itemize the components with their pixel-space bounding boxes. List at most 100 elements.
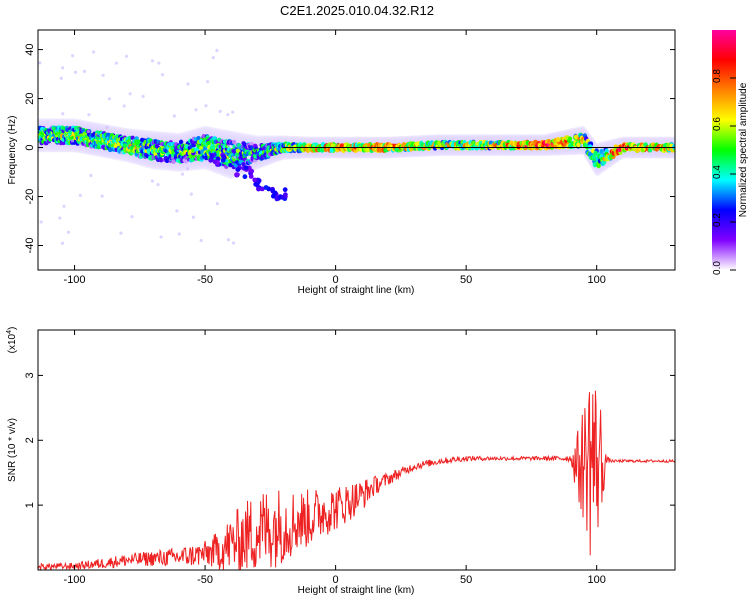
spectrogram-cell xyxy=(599,148,604,155)
spectrogram-speckle xyxy=(170,156,174,160)
spectrogram-speckle xyxy=(211,55,215,60)
spectrogram-speckle xyxy=(128,92,132,96)
spectrogram-cell xyxy=(256,178,262,184)
spectrogram-cell xyxy=(183,159,189,164)
spectrogram-cell xyxy=(567,136,573,142)
spectrogram-cell xyxy=(221,153,227,159)
snr-panel: -100 -50 0 50 100 1 2 3 Height of straight line… xyxy=(6,327,676,596)
x-tick-label: -100 xyxy=(64,274,86,286)
x-tick-label: 50 xyxy=(460,574,472,586)
colorbar-tick-label: 0.0 xyxy=(712,261,723,275)
spectrogram-cell xyxy=(263,185,269,190)
spectrogram-speckle xyxy=(231,110,235,114)
spectrogram-speckle xyxy=(60,241,65,245)
spectrogram-cell xyxy=(593,150,598,156)
spectrogram-speckle xyxy=(82,69,87,73)
spectrogram-speckle xyxy=(78,143,82,147)
x-axis-label-bottom: Height of straight line (km) xyxy=(298,585,415,596)
spectrogram-speckle xyxy=(130,215,134,219)
spectrogram-speckle xyxy=(233,155,237,160)
plot-frame-top xyxy=(37,29,676,271)
spectrogram-cell xyxy=(555,136,561,143)
y-tick-label: 2 xyxy=(24,437,36,443)
spectrogram-speckle xyxy=(87,113,91,117)
spectrogram-speckle xyxy=(199,238,203,243)
spectrogram-speckle xyxy=(62,204,66,208)
spectrogram-cell xyxy=(282,192,288,198)
spectrogram-speckle xyxy=(59,76,63,80)
colorbar-ticks: 0.0 0.2 0.4 0.6 0.8 xyxy=(712,69,736,275)
spectrogram-speckle xyxy=(86,129,91,134)
x-tick-label: 0 xyxy=(333,574,339,586)
x-tick-label: 0 xyxy=(333,274,339,286)
spectrogram-speckle xyxy=(150,59,155,63)
spectrogram-cell xyxy=(136,140,142,145)
spectrogram-cell xyxy=(546,138,551,145)
spectrogram-cell xyxy=(272,190,278,196)
spectrogram-speckle xyxy=(38,61,42,65)
spectrogram-speckle xyxy=(226,144,231,148)
spectrogram-speckle xyxy=(119,151,123,155)
spectrogram-cell xyxy=(238,159,243,164)
spectrogram-cell xyxy=(116,142,121,147)
x-tick-label: -50 xyxy=(197,574,213,586)
spectrogram-speckle xyxy=(119,231,123,235)
spectrogram-speckle xyxy=(61,66,65,70)
spectrogram-cell xyxy=(249,168,255,174)
x-tick-label: 50 xyxy=(460,274,472,286)
spectrogram-cell xyxy=(242,142,247,147)
spectrogram-heatmap xyxy=(38,48,675,245)
y-scale-factor: (x104) xyxy=(6,327,18,354)
axis-ticks-top: -100 -50 0 50 100 40 20 0 -20 -40 xyxy=(24,30,675,286)
spectrogram-speckle xyxy=(205,80,210,84)
colorbar-tick-label: 0.2 xyxy=(712,213,723,227)
spectrogram-cell xyxy=(199,145,204,151)
spectrogram-speckle xyxy=(185,167,190,171)
y-tick-label: 40 xyxy=(24,43,36,55)
spectrogram-cell xyxy=(220,157,226,163)
spectrogram-speckle xyxy=(105,125,109,130)
spectrogram-cell xyxy=(235,172,240,178)
spectrogram-speckle xyxy=(231,241,236,245)
spectrogram-speckle xyxy=(177,232,181,236)
spectrogram-cell xyxy=(158,157,164,163)
spectrogram-speckle xyxy=(215,201,219,206)
spectrogram-cell xyxy=(178,139,184,145)
spectrogram-cell xyxy=(573,134,579,140)
spectrogram-speckle xyxy=(71,54,75,58)
y-axis-label-top: Frequency (Hz) xyxy=(7,116,18,185)
x-tick-label: -50 xyxy=(197,274,213,286)
colorbar-tick-label: 0.6 xyxy=(712,117,723,131)
spectrogram-speckle xyxy=(61,112,65,116)
colorbar-label: Normalized spectral amplitude xyxy=(738,82,749,217)
spectrogram-speckle xyxy=(39,220,43,224)
spectrogram-speckle xyxy=(70,139,75,143)
x-axis-label-top: Height of straight line (km) xyxy=(298,285,415,296)
spectrogram-cell xyxy=(235,167,241,172)
spectrogram-cell xyxy=(248,174,254,179)
spectrogram-cell xyxy=(576,142,581,148)
spectrogram-cell xyxy=(274,196,280,202)
spectrogram-speckle xyxy=(124,54,129,58)
spectrogram-speckle xyxy=(78,193,82,197)
spectrogram-panel: -100 -50 0 50 100 40 20 0 -20 -40 Height of strai… xyxy=(7,29,676,296)
y-tick-label: 1 xyxy=(24,502,36,508)
spectrogram-cell xyxy=(235,148,241,154)
y-tick-label: 0 xyxy=(24,144,36,150)
spectrogram-speckle xyxy=(141,94,145,98)
spectrogram-cell xyxy=(209,153,215,159)
spectrogram-cell xyxy=(134,136,139,141)
chart-title: C2E1.2025.010.04.32.R12 xyxy=(280,3,434,18)
axis-ticks-bottom: -100 -50 0 50 100 1 2 3 xyxy=(24,330,675,586)
spectrogram-cell xyxy=(256,186,261,192)
x-tick-label: 100 xyxy=(588,274,606,286)
y-tick-label: -40 xyxy=(24,238,36,254)
spectrogram-speckle xyxy=(218,109,222,113)
snr-series-line xyxy=(38,390,675,570)
spectrogram-speckle xyxy=(189,192,193,196)
spectrogram-speckle xyxy=(73,70,78,74)
y-tick-label: 3 xyxy=(24,372,36,378)
spectrogram-speckle xyxy=(172,114,176,118)
spectrogram-cell xyxy=(146,148,151,153)
